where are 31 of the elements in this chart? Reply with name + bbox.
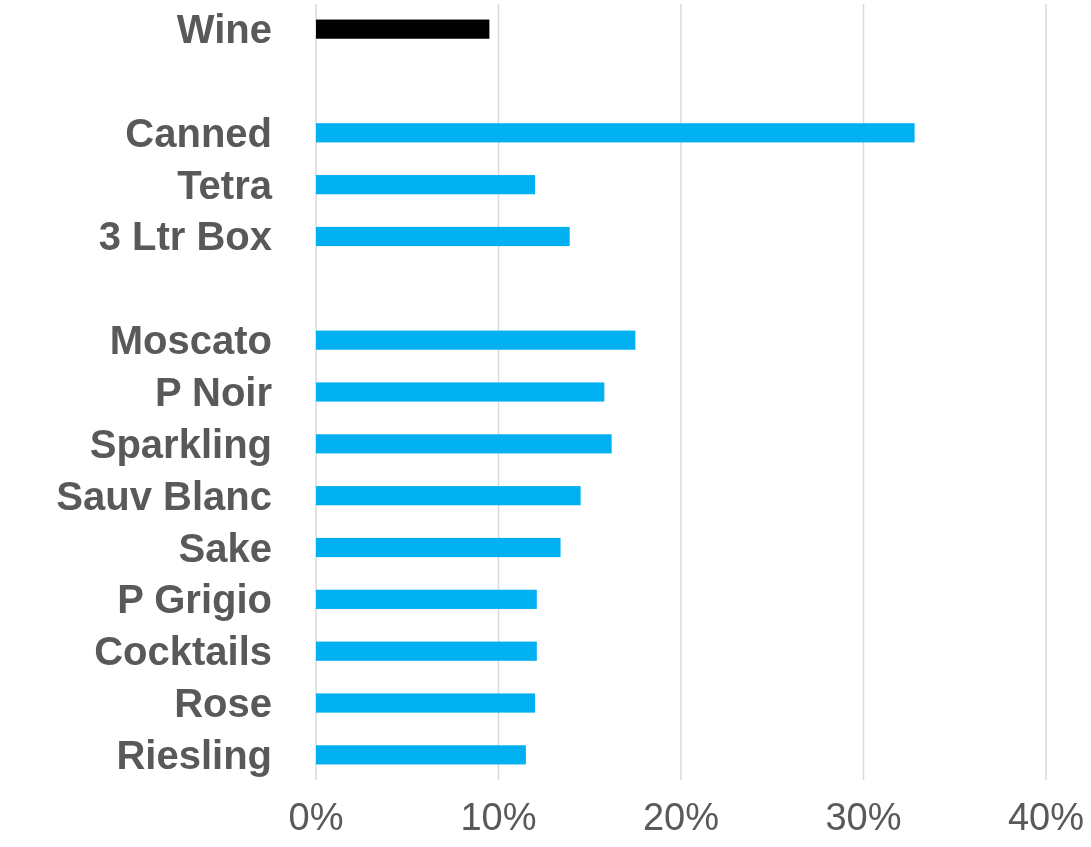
x-tick-label: 10%: [460, 796, 537, 838]
y-tick-label: Cocktails: [94, 629, 272, 674]
y-tick-label: Moscato: [109, 318, 272, 363]
bar: [316, 19, 490, 39]
y-tick-label: P Noir: [154, 370, 272, 414]
bar: [316, 537, 561, 558]
y-tick-label: Tetra: [177, 162, 273, 207]
y-tick-label: Canned: [125, 110, 272, 155]
x-tick-label: 30%: [825, 796, 902, 838]
y-tick-label: P Grigio: [117, 577, 272, 622]
bar: [316, 382, 605, 402]
y-tick-label: 3 Ltr Box: [98, 214, 272, 259]
x-tick-label: 20%: [642, 796, 720, 838]
bar: [316, 123, 915, 143]
bar: [316, 745, 526, 765]
bar: [316, 330, 636, 350]
y-tick-label: Sparkling: [89, 421, 272, 466]
bar: [316, 434, 612, 454]
y-tick-label: Wine: [176, 7, 272, 52]
bar: [316, 486, 581, 506]
x-tick-label: 0%: [288, 796, 344, 838]
bar: [316, 226, 570, 247]
x-tick-label: 40%: [1007, 796, 1085, 838]
bar: [316, 175, 535, 195]
bar: [316, 641, 537, 661]
y-tick-label: Sauv Blanc: [56, 473, 272, 518]
bar: [316, 693, 535, 713]
y-tick-label: Riesling: [116, 732, 272, 777]
bar: [316, 589, 537, 609]
y-tick-label: Rose: [174, 681, 272, 726]
y-tick-label: Sake: [178, 525, 272, 570]
